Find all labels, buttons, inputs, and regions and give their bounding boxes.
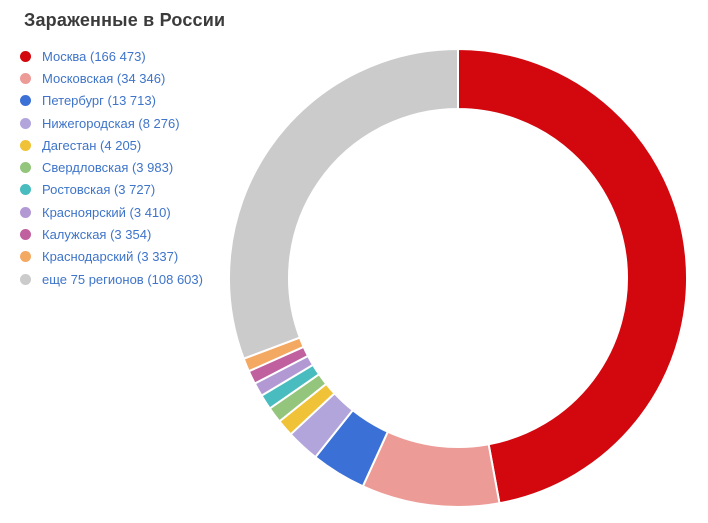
legend-dot-icon bbox=[20, 95, 31, 107]
legend-label: Дагестан (4 205) bbox=[42, 137, 142, 153]
legend-label: Свердловская (3 983) bbox=[42, 160, 174, 176]
legend-item-0[interactable]: Москва (166 473) bbox=[20, 45, 203, 67]
legend-label: Красноярский (3 410) bbox=[42, 204, 171, 220]
legend-dot-icon bbox=[20, 50, 31, 62]
legend-dot-icon bbox=[20, 72, 31, 84]
chart-title: Зараженные в России bbox=[24, 10, 226, 30]
legend-dot-icon bbox=[20, 206, 31, 218]
legend-label: Москва (166 473) bbox=[42, 48, 146, 64]
legend-item-2[interactable]: Петербург (13 713) bbox=[20, 90, 203, 112]
legend: Москва (166 473) Московская (34 346) Петер… bbox=[20, 45, 203, 290]
legend-dot-icon bbox=[20, 117, 31, 129]
pie-segment-0[interactable] bbox=[457, 48, 688, 505]
legend-item-7[interactable]: Красноярский (3 410) bbox=[20, 201, 203, 223]
legend-item-8[interactable]: Калужская (3 354) bbox=[20, 223, 203, 245]
legend-label: еще 75 регионов (108 603) bbox=[42, 271, 203, 287]
legend-item-5[interactable]: Свердловская (3 983) bbox=[20, 156, 203, 178]
legend-dot-icon bbox=[20, 251, 31, 263]
legend-dot-icon bbox=[20, 184, 31, 196]
legend-dot-icon bbox=[20, 273, 31, 285]
legend-label: Петербург (13 713) bbox=[42, 93, 156, 109]
pie-segment-10[interactable] bbox=[228, 48, 459, 360]
legend-dot-icon bbox=[20, 162, 31, 174]
legend-dot-icon bbox=[20, 229, 31, 241]
legend-label: Калужская (3 354) bbox=[42, 227, 152, 243]
legend-item-4[interactable]: Дагестан (4 205) bbox=[20, 134, 203, 156]
legend-item-1[interactable]: Московская (34 346) bbox=[20, 67, 203, 89]
legend-item-9[interactable]: Краснодарский (3 337) bbox=[20, 246, 203, 268]
legend-label: Московская (34 346) bbox=[42, 70, 166, 86]
legend-item-3[interactable]: Нижегородская (8 276) bbox=[20, 112, 203, 134]
legend-item-6[interactable]: Ростовская (3 727) bbox=[20, 179, 203, 201]
legend-item-10[interactable]: еще 75 регионов (108 603) bbox=[20, 268, 203, 290]
legend-label: Краснодарский (3 337) bbox=[42, 249, 179, 265]
legend-label: Нижегородская (8 276) bbox=[42, 115, 180, 131]
legend-dot-icon bbox=[20, 139, 31, 151]
legend-label: Ростовская (3 727) bbox=[42, 182, 156, 198]
